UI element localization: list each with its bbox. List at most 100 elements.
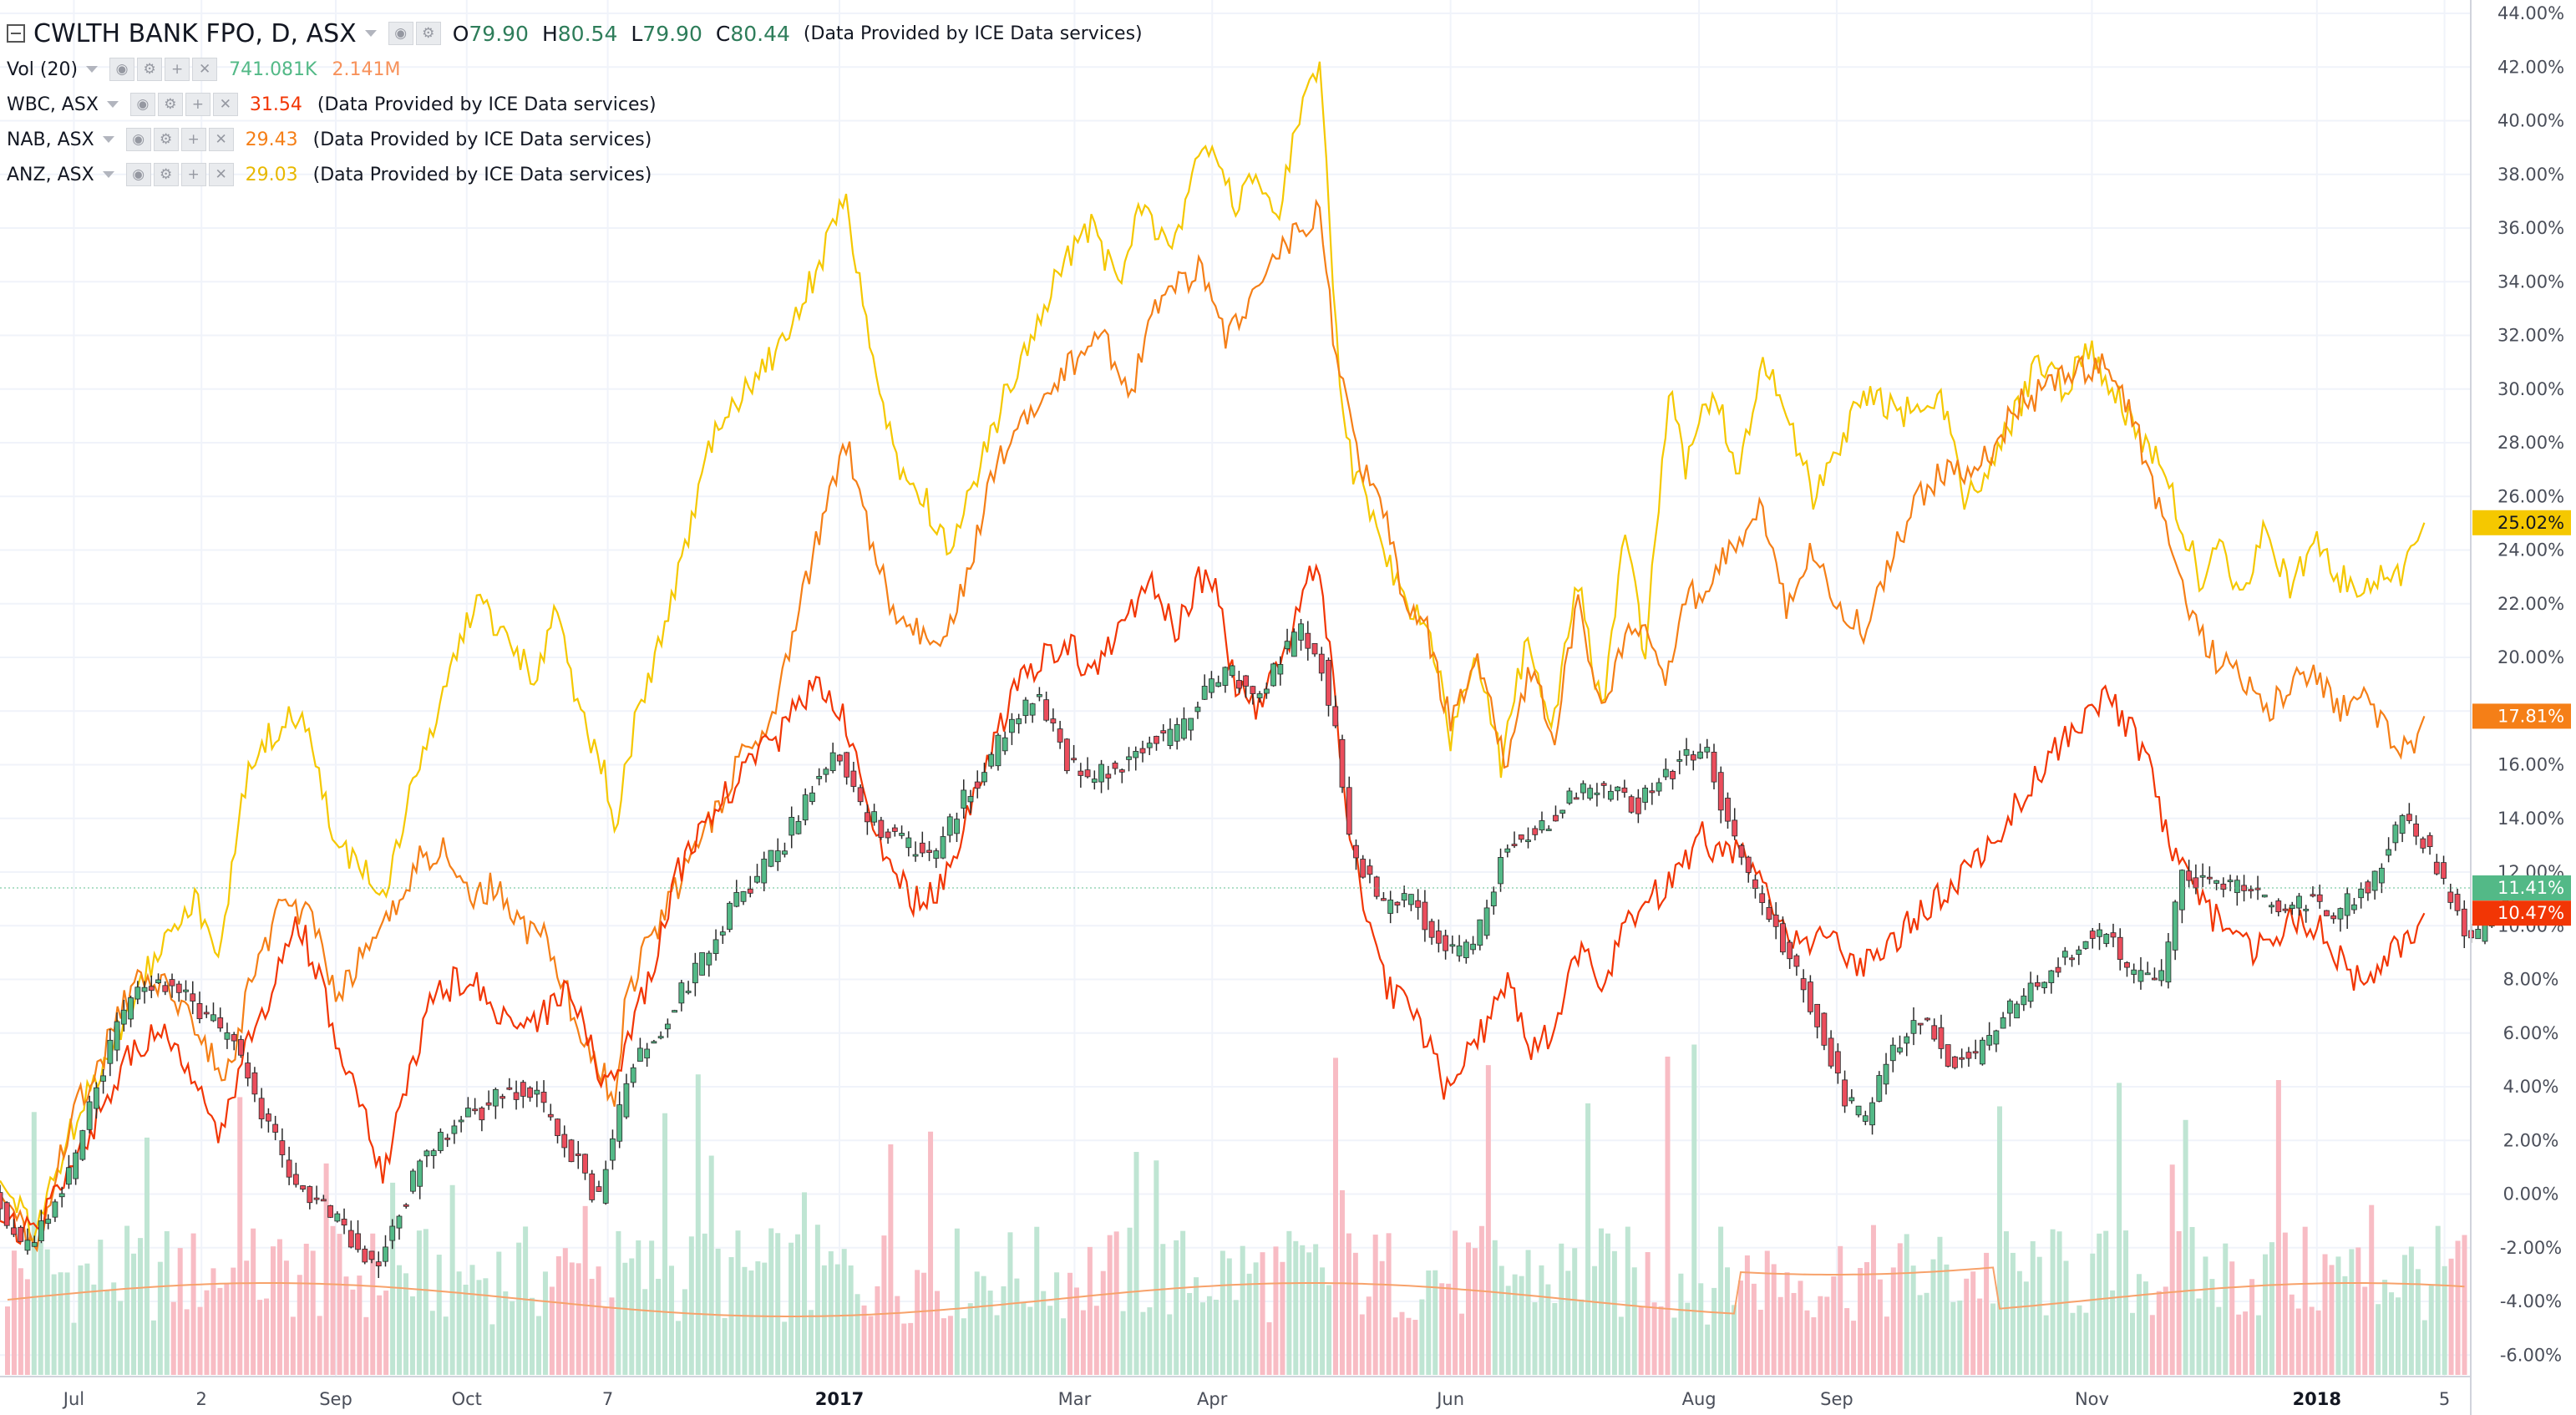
- candle-body: [823, 768, 829, 775]
- volume-bar: [2149, 1315, 2155, 1375]
- candle-body: [520, 1082, 526, 1097]
- volume-bar: [1897, 1243, 1903, 1375]
- candle-body: [2034, 981, 2041, 987]
- volume-bar: [2369, 1205, 2375, 1375]
- vol-name[interactable]: Vol (20): [7, 58, 79, 80]
- close-icon[interactable]: ✕: [208, 128, 234, 151]
- chevron-down-icon[interactable]: [86, 66, 99, 73]
- volume-bar: [131, 1253, 137, 1375]
- candle-body: [2165, 941, 2172, 983]
- time-axis[interactable]: Jul 2 Sep Oct 7 2017 Mar Apr Jun Aug Sep Nov 2018 5: [62, 1389, 2450, 1409]
- main-symbol-title[interactable]: CWLTH BANK FPO, D, ASX: [33, 18, 357, 48]
- candle-body: [547, 1113, 554, 1118]
- volume-bar: [1592, 1265, 1598, 1375]
- candle-body: [2296, 895, 2302, 909]
- compare-name[interactable]: NAB, ASX: [7, 129, 94, 150]
- eye-icon[interactable]: ◉: [125, 128, 151, 151]
- compare-name[interactable]: ANZ, ASX: [7, 164, 94, 185]
- candle-body: [1167, 728, 1174, 747]
- eye-icon[interactable]: ◉: [109, 58, 135, 81]
- price-axis[interactable]: 44.00% 42.00% 40.00% 38.00% 36.00% 34.00% 32.0…: [2497, 3, 2564, 1365]
- volume-bar: [1977, 1298, 1983, 1375]
- plus-icon[interactable]: +: [180, 128, 206, 151]
- compare-name[interactable]: WBC, ASX: [7, 94, 99, 115]
- volume-bar: [2335, 1256, 2341, 1375]
- compare-provider: (Data Provided by ICE Data services): [312, 164, 652, 185]
- volume-bar: [1187, 1292, 1193, 1375]
- compare-provider: (Data Provided by ICE Data services): [317, 94, 657, 115]
- volume-bar: [1651, 1302, 1657, 1375]
- open-label: O: [452, 21, 469, 46]
- plus-icon[interactable]: +: [165, 58, 190, 81]
- volume-bar: [1525, 1250, 1531, 1375]
- volume-bar: [1392, 1317, 1398, 1375]
- volume-bar: [755, 1261, 761, 1375]
- candle-body: [341, 1219, 347, 1226]
- candle-body: [1078, 770, 1084, 776]
- volume-bar: [2289, 1294, 2295, 1375]
- chevron-down-icon[interactable]: [102, 171, 114, 178]
- volume-bar: [935, 1291, 940, 1375]
- eye-icon[interactable]: ◉: [129, 93, 155, 116]
- volume-bar: [98, 1240, 104, 1375]
- candle-body: [430, 1150, 437, 1156]
- volume-bar: [71, 1322, 77, 1375]
- volume-bar: [1200, 1302, 1205, 1375]
- candle-body: [2386, 849, 2392, 856]
- volume-bar: [429, 1311, 435, 1375]
- gear-icon[interactable]: ⚙: [137, 58, 163, 81]
- candle-body: [637, 1047, 643, 1062]
- close-icon[interactable]: ✕: [212, 93, 238, 116]
- close-icon[interactable]: ✕: [208, 163, 234, 186]
- volume-bar: [244, 1260, 250, 1375]
- eye-icon[interactable]: ◉: [125, 163, 151, 186]
- volume-bar: [1957, 1300, 1963, 1375]
- collapse-icon[interactable]: [7, 24, 25, 43]
- anz-line: [0, 61, 2426, 1241]
- candle-body: [1869, 1102, 1875, 1126]
- volume-bar: [170, 1301, 176, 1375]
- volume-bar: [1014, 1278, 1020, 1375]
- candle-body: [2006, 1000, 2013, 1014]
- candle-body: [2178, 870, 2185, 910]
- volume-bar: [1950, 1301, 1956, 1375]
- close-icon[interactable]: ✕: [192, 58, 218, 81]
- candle-body: [575, 1154, 581, 1156]
- candle-body: [2392, 824, 2399, 844]
- volume-bar: [2103, 1230, 2109, 1375]
- volume-bar: [1426, 1270, 1432, 1375]
- volume-bar: [1433, 1270, 1438, 1375]
- volume-bar: [303, 1243, 309, 1375]
- candle-body: [1394, 901, 1401, 906]
- candle-body: [1367, 865, 1373, 875]
- plus-icon[interactable]: +: [180, 163, 206, 186]
- candle-body: [1463, 941, 1469, 959]
- gear-icon[interactable]: ⚙: [157, 93, 183, 116]
- candle-body: [134, 986, 141, 1000]
- chevron-down-icon[interactable]: [102, 136, 114, 143]
- volume-bar: [224, 1284, 230, 1375]
- candle-body: [1036, 694, 1042, 697]
- candle-body: [1373, 876, 1380, 897]
- plus-icon[interactable]: +: [185, 93, 210, 116]
- eye-icon[interactable]: ◉: [388, 22, 413, 45]
- volume-bar: [24, 1279, 30, 1375]
- gear-icon[interactable]: ⚙: [415, 22, 441, 45]
- candle-body: [809, 792, 815, 803]
- candle-body: [1235, 680, 1242, 689]
- candle-body: [1945, 1044, 1951, 1067]
- candle-body: [1105, 773, 1112, 779]
- compare-provider: (Data Provided by ICE Data services): [312, 129, 652, 150]
- chevron-down-icon[interactable]: [364, 30, 377, 37]
- chevron-down-icon[interactable]: [106, 101, 119, 108]
- volume-bar: [1280, 1261, 1285, 1375]
- volume-bar: [1559, 1243, 1564, 1375]
- candle-body: [1477, 919, 1483, 946]
- candle-body: [1615, 786, 1621, 792]
- candle-body: [2144, 972, 2151, 976]
- volume-bar: [1412, 1320, 1418, 1375]
- gear-icon[interactable]: ⚙: [153, 163, 179, 186]
- gear-icon[interactable]: ⚙: [153, 128, 179, 151]
- candle-body: [2351, 904, 2357, 910]
